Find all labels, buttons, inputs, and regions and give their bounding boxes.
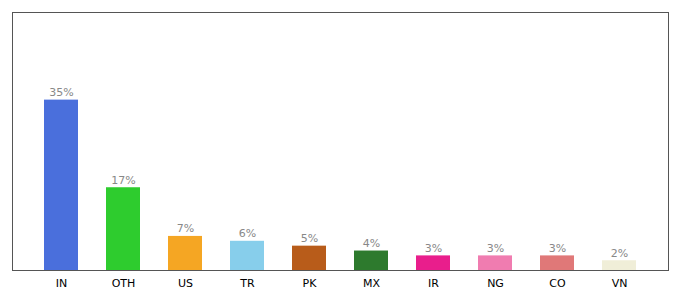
svg-text:PK: PK [303, 277, 318, 290]
svg-text:3%: 3% [425, 242, 442, 255]
svg-text:CO: CO [549, 277, 566, 290]
svg-text:6%: 6% [239, 227, 256, 240]
svg-text:5%: 5% [301, 232, 318, 245]
svg-text:17%: 17% [111, 174, 135, 187]
svg-text:4%: 4% [363, 237, 380, 250]
svg-text:US: US [178, 277, 193, 290]
svg-text:VN: VN [612, 277, 628, 290]
svg-text:2%: 2% [611, 247, 628, 260]
svg-text:3%: 3% [549, 242, 566, 255]
svg-text:MX: MX [363, 277, 380, 290]
svg-text:3%: 3% [487, 242, 504, 255]
svg-text:35%: 35% [49, 86, 73, 99]
svg-text:TR: TR [239, 277, 255, 290]
svg-text:IR: IR [428, 277, 439, 290]
svg-text:NG: NG [487, 277, 504, 290]
svg-text:OTH: OTH [112, 277, 136, 290]
svg-text:IN: IN [56, 277, 67, 290]
svg-text:7%: 7% [177, 222, 194, 235]
